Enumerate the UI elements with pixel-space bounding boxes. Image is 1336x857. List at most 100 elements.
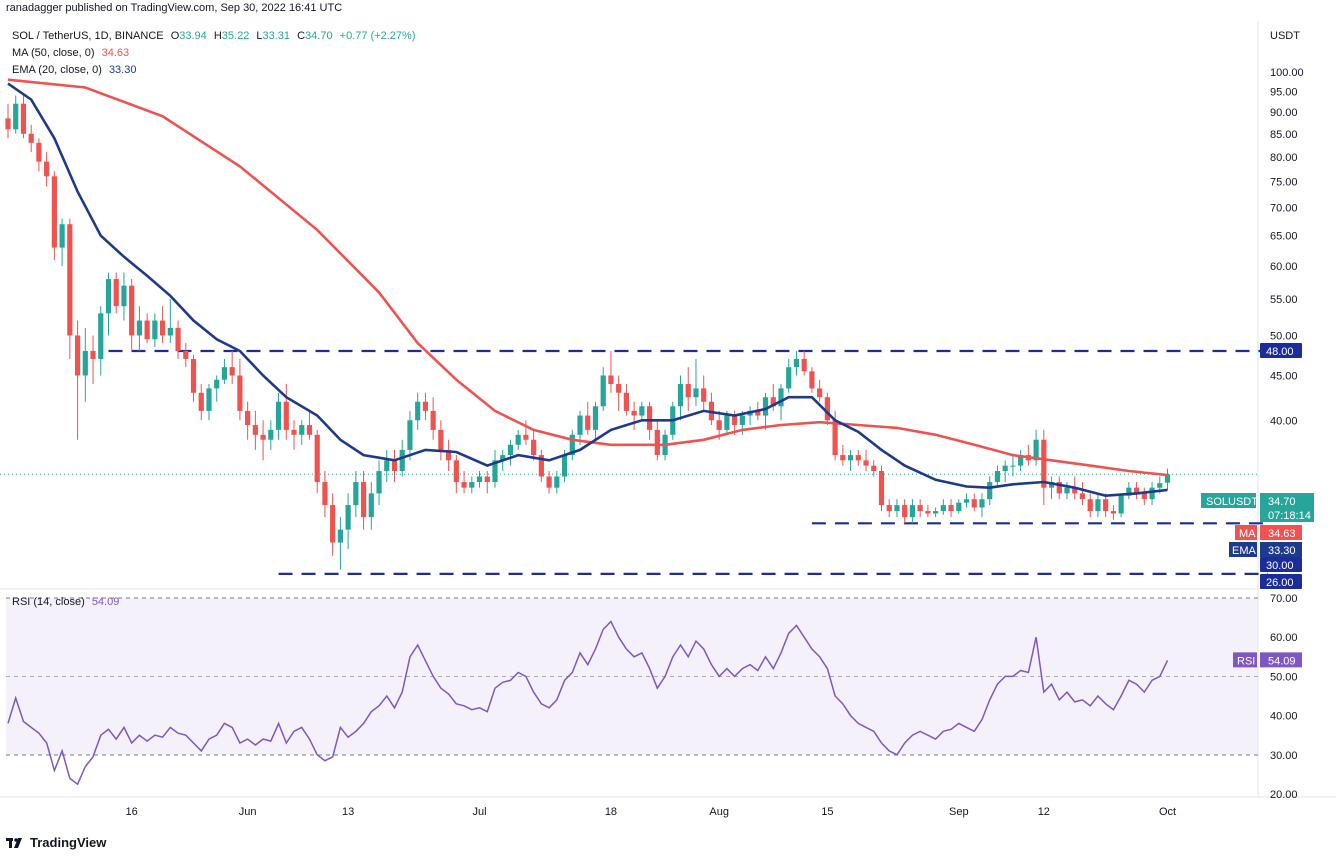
candle bbox=[762, 392, 769, 430]
candle bbox=[987, 476, 993, 506]
candle bbox=[90, 335, 96, 385]
legend-c-label: C bbox=[297, 30, 306, 42]
time-tick-label: Jun bbox=[239, 806, 257, 818]
candle bbox=[20, 95, 27, 139]
time-axis[interactable]: 16 Jun 13 Jul 18 Aug 15 Sep 12 Oct bbox=[126, 806, 1177, 818]
rsi-line bbox=[7, 620, 1169, 786]
ma-tag: MA 34.63 bbox=[1235, 525, 1302, 540]
candle-body bbox=[1010, 465, 1016, 467]
candle-body bbox=[67, 224, 73, 336]
candle bbox=[925, 505, 931, 518]
candle bbox=[36, 138, 42, 172]
candle-body bbox=[809, 371, 815, 389]
legend-ma[interactable]: MA (50, close, 0) 34.63 bbox=[12, 47, 133, 59]
candle-body bbox=[1048, 482, 1055, 488]
ema-value-text: 33.30 bbox=[1268, 545, 1296, 557]
price-tick-label: 60.00 bbox=[1270, 261, 1298, 273]
candle-body bbox=[546, 476, 552, 488]
candle bbox=[461, 471, 467, 494]
candle bbox=[206, 384, 212, 421]
candle bbox=[577, 410, 583, 445]
candle-body bbox=[685, 384, 691, 398]
candle-body bbox=[1118, 495, 1124, 514]
candle-body bbox=[585, 415, 591, 430]
legend-rsi-value: 54.09 bbox=[91, 596, 120, 608]
tradingview-footer[interactable]: TradingView bbox=[6, 835, 106, 850]
candle bbox=[198, 384, 204, 421]
candle bbox=[113, 272, 119, 314]
candle-body bbox=[469, 482, 475, 488]
candle-body bbox=[407, 420, 413, 450]
candle-body bbox=[755, 410, 761, 416]
candle bbox=[152, 313, 158, 348]
candle bbox=[554, 471, 560, 494]
candle-body bbox=[121, 285, 127, 307]
symbol-tag-text: SOLUSDT bbox=[1206, 496, 1258, 508]
price-tick-label: 65.00 bbox=[1270, 231, 1298, 243]
candle bbox=[917, 499, 923, 518]
candle bbox=[963, 493, 970, 508]
candle-body bbox=[701, 388, 707, 402]
candle-body bbox=[561, 455, 568, 477]
legend-main[interactable]: SOL / TetherUS, 1D, BINANCE O33.94 H35.2… bbox=[12, 30, 420, 42]
candle bbox=[948, 499, 954, 518]
ema-tag-bg bbox=[1229, 542, 1257, 557]
candle bbox=[245, 401, 251, 440]
time-tick-label: Sep bbox=[949, 806, 969, 818]
candle-body bbox=[500, 455, 506, 461]
tradingview-logo-icon bbox=[6, 837, 22, 848]
legend-open: 33.94 bbox=[179, 30, 207, 42]
time-tick-label: 18 bbox=[605, 806, 617, 818]
legend-o-label: O bbox=[170, 30, 180, 42]
candle-body bbox=[36, 142, 42, 162]
rsi-axis[interactable]: 70.00 60.00 50.00 40.00 30.00 20.00 bbox=[1270, 593, 1298, 801]
candle-body bbox=[245, 410, 251, 426]
candle-body bbox=[1103, 499, 1109, 512]
candle-body bbox=[391, 460, 398, 472]
candle-body bbox=[13, 103, 19, 130]
candle bbox=[956, 499, 962, 514]
candle bbox=[314, 429, 320, 494]
ema20-line bbox=[7, 82, 1168, 498]
publish-line: ranadagger published on TradingView.com,… bbox=[6, 2, 343, 14]
candle-body bbox=[732, 415, 738, 426]
candle-body bbox=[592, 406, 599, 430]
candle bbox=[616, 375, 622, 411]
price-tick-label: 95.00 bbox=[1270, 86, 1298, 98]
candle bbox=[1126, 482, 1132, 500]
candle-body bbox=[221, 367, 228, 380]
legend-close: 34.70 bbox=[305, 30, 333, 42]
candle bbox=[1002, 460, 1008, 483]
candle bbox=[51, 171, 57, 260]
price-axis[interactable]: 100.00 95.00 90.00 85.00 80.00 75.00 70.00 65.0… bbox=[1270, 67, 1304, 427]
candle-body bbox=[654, 429, 660, 456]
candle-body bbox=[360, 482, 367, 518]
candle-body bbox=[979, 499, 985, 508]
candle-body bbox=[855, 455, 861, 461]
level-48-tag-bg bbox=[1260, 342, 1302, 358]
candle-body bbox=[438, 429, 444, 450]
candle-body bbox=[175, 327, 181, 351]
price-tick-label: 45.00 bbox=[1270, 370, 1298, 382]
candle bbox=[415, 392, 421, 430]
candle bbox=[469, 476, 475, 494]
level-30-tag: 30.00 bbox=[1260, 557, 1302, 572]
candle-body bbox=[677, 384, 684, 407]
candle-body bbox=[252, 425, 258, 435]
legend-ema[interactable]: EMA (20, close, 0) 33.30 bbox=[12, 64, 140, 76]
time-tick-label: 12 bbox=[1038, 806, 1050, 818]
candle bbox=[98, 306, 104, 376]
rsi-tag: RSI 54.09 bbox=[1233, 652, 1302, 668]
candle-body bbox=[183, 350, 189, 359]
candle bbox=[1041, 429, 1047, 506]
candle bbox=[268, 420, 274, 450]
candle-body bbox=[523, 434, 529, 440]
candle bbox=[136, 306, 143, 351]
legend-rsi[interactable]: RSI (14, close) 54.09 bbox=[12, 596, 123, 608]
candle bbox=[430, 397, 436, 440]
candle bbox=[840, 444, 846, 466]
candle bbox=[291, 420, 297, 450]
candle bbox=[531, 429, 537, 461]
candle-body bbox=[345, 505, 351, 530]
